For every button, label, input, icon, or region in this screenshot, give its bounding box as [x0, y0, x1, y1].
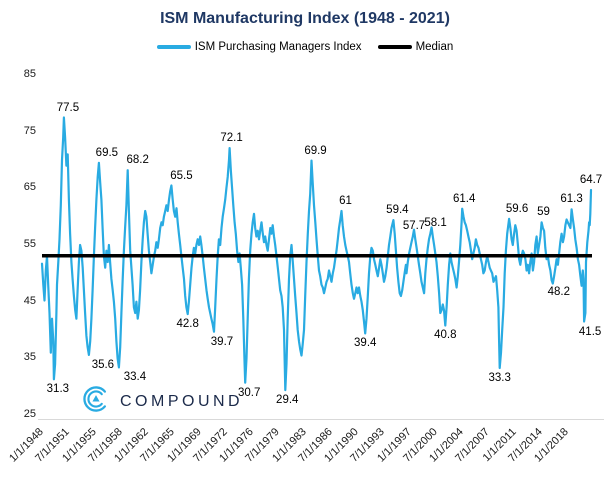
data-label: 57.7	[402, 219, 426, 232]
compound-logo-icon	[83, 386, 107, 412]
y-tick-label: 45	[23, 294, 36, 307]
legend-line-swatch	[156, 45, 191, 49]
data-label: 68.2	[126, 154, 149, 167]
data-label: 42.8	[176, 318, 199, 331]
data-label: 59.6	[505, 202, 529, 215]
legend-label: Median	[415, 41, 454, 53]
compound-watermark-text: COMPOUND	[120, 392, 244, 410]
plot-area	[40, 116, 593, 392]
data-label: 30.7	[237, 386, 261, 399]
y-tick-label: 75	[23, 124, 36, 137]
y-tick-label: 55	[23, 238, 36, 250]
data-label: 77.5	[56, 101, 80, 114]
legend-item: ISM Purchasing Managers Index	[156, 41, 362, 53]
data-label: 69.9	[304, 144, 327, 157]
data-label: 35.6	[91, 358, 115, 371]
data-label: 40.8	[434, 329, 457, 342]
data-label: 41.5	[578, 325, 602, 338]
data-label: 65.5	[170, 169, 193, 182]
data-label: 64.7	[579, 174, 603, 187]
data-label: 31.3	[46, 383, 70, 396]
data-label: 39.7	[210, 335, 234, 348]
data-label: 39.4	[354, 337, 377, 350]
data-label: 29.4	[276, 394, 299, 407]
y-tick-label: 35	[23, 351, 36, 364]
data-label: 59.4	[386, 204, 409, 217]
data-label: 61	[339, 195, 352, 207]
chart-title: ISM Manufacturing Index (1948 - 2021)	[160, 10, 450, 27]
data-label: 58.1	[424, 217, 447, 230]
y-tick-label: 65	[23, 181, 36, 194]
legend-item: Median	[377, 41, 454, 53]
data-label: 69.5	[95, 146, 119, 159]
chart-legend: ISM Purchasing Managers Index Median	[0, 41, 610, 53]
y-tick-label: 85	[23, 68, 36, 80]
data-label: 33.3	[488, 371, 511, 384]
data-label: 33.4	[123, 371, 147, 384]
data-label: 61.3	[560, 193, 583, 206]
y-tick-label: 25	[23, 408, 36, 420]
legend-label: ISM Purchasing Managers Index	[194, 41, 362, 53]
pmi-line	[40, 116, 593, 392]
data-label: 48.2	[547, 285, 571, 298]
data-label: 72.1	[220, 132, 243, 145]
legend-line-swatch	[377, 45, 412, 49]
x-axis-line	[38, 419, 604, 420]
data-label: 59	[537, 206, 550, 219]
compound-watermark: COMPOUND	[80, 383, 243, 415]
data-label: 61.4	[452, 192, 476, 205]
